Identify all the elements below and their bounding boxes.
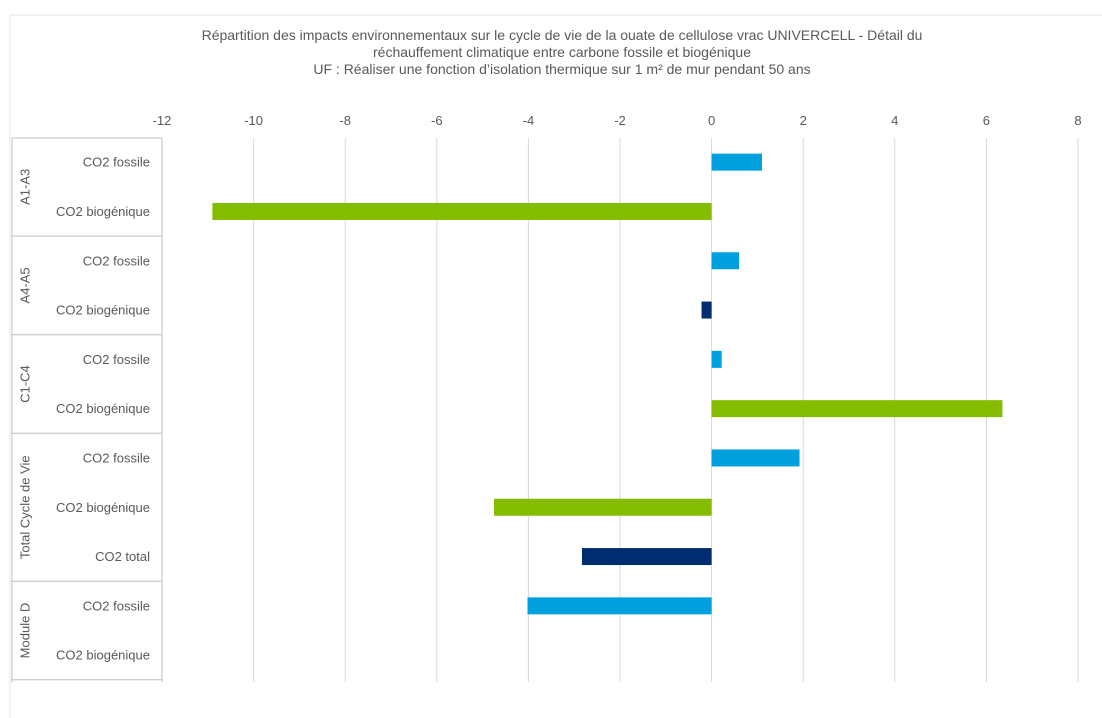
group-label: A4-A5 [18, 267, 33, 303]
x-tick-label: 0 [708, 113, 715, 128]
category-label: CO2 biogénique [56, 401, 150, 416]
bar [212, 202, 712, 220]
x-tick-label: -4 [523, 113, 535, 128]
group-label: Total Cycle de Vie [18, 455, 33, 559]
x-tick-label: -2 [614, 113, 626, 128]
bar [711, 449, 800, 467]
category-label: CO2 biogénique [56, 204, 150, 219]
x-tick-label: 8 [1074, 113, 1081, 128]
category-label: CO2 fossile [83, 450, 150, 465]
bar [711, 153, 762, 171]
bars [212, 153, 1003, 615]
x-tick-label: -10 [244, 113, 263, 128]
group-label: C1-C4 [18, 365, 33, 403]
bar [527, 597, 712, 615]
category-label: CO2 fossile [83, 253, 150, 268]
x-tick-label: 4 [891, 113, 898, 128]
bar [581, 548, 712, 566]
bar [711, 400, 1003, 418]
bar [711, 252, 740, 270]
category-label: CO2 biogénique [56, 648, 150, 663]
group-label: A1-A3 [18, 169, 33, 205]
group-labels: A1-A3 A4-A5 C1-C4 Total Cycle de Vie Module … [11, 137, 163, 682]
category-label: CO2 fossile [83, 352, 150, 367]
category-label: CO2 biogénique [56, 500, 150, 515]
chart-title-line-1: Répartition des impacts environnementaux… [202, 27, 923, 43]
x-tick-label: 2 [800, 113, 807, 128]
x-tick-label: -6 [431, 113, 443, 128]
bar [494, 498, 712, 516]
category-label: CO2 total [95, 549, 150, 564]
category-label: CO2 fossile [83, 598, 150, 613]
bar [701, 301, 712, 319]
x-tick-label: 6 [983, 113, 990, 128]
group-label: Module D [18, 603, 33, 659]
chart-title: Répartition des impacts environnementaux… [202, 27, 923, 77]
category-labels: CO2 fossile CO2 biogénique CO2 fossile CO2 … [56, 155, 150, 663]
x-tick-label: -12 [153, 113, 172, 128]
category-label: CO2 biogénique [56, 303, 150, 318]
category-label: CO2 fossile [83, 155, 150, 170]
bar [711, 350, 722, 368]
chart-title-line-3: UF : Réaliser une fonction d’isolation t… [313, 61, 810, 77]
chart-title-line-2: réchauffement climatique entre carbone f… [373, 44, 751, 60]
x-tick-label: -8 [339, 113, 351, 128]
x-axis-tick-labels: -12 -10 -8 -6 -4 -2 0 2 4 6 8 [153, 113, 1082, 128]
